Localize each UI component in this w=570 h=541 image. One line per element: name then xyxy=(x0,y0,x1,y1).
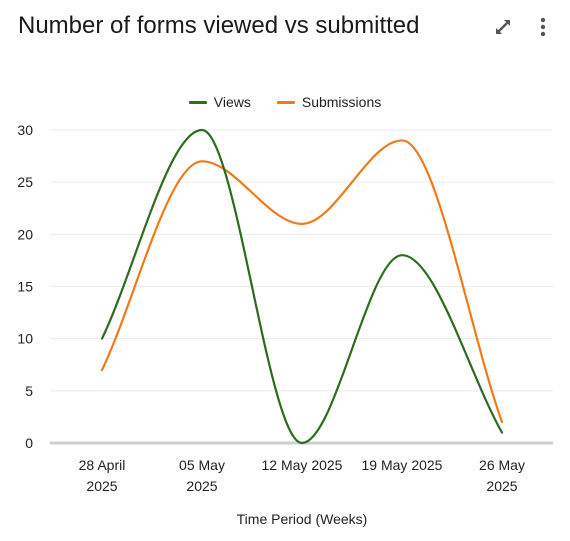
expand-icon[interactable] xyxy=(490,14,516,40)
legend-swatch-submissions xyxy=(276,100,295,104)
y-tick-label-10: 10 xyxy=(17,331,33,347)
header-actions xyxy=(490,14,556,40)
y-tick-label-5: 5 xyxy=(25,383,33,399)
y-tick-label-30: 30 xyxy=(17,122,33,138)
legend-label-views: Views xyxy=(213,94,251,110)
legend-swatch-views xyxy=(188,100,207,104)
x-tick-label-4: 26 May xyxy=(479,457,525,473)
legend-item-views[interactable]: Views xyxy=(188,94,251,110)
x-tick-label-4-line2: 2025 xyxy=(486,478,517,494)
y-tick-label-20: 20 xyxy=(17,226,33,242)
expand-diagonal-icon xyxy=(496,20,510,34)
chart-title: Number of forms viewed vs submitted xyxy=(18,12,420,39)
x-tick-label-1-line2: 2025 xyxy=(186,478,217,494)
y-tick-label-15: 15 xyxy=(17,279,33,295)
x-tick-label-1: 05 May xyxy=(179,457,225,473)
series-line-views xyxy=(100,128,504,445)
legend-label-submissions: Submissions xyxy=(301,94,382,110)
x-tick-label-0-line2: 2025 xyxy=(86,478,117,494)
legend-item-submissions[interactable]: Submissions xyxy=(276,94,382,110)
chart-legend: Views Submissions xyxy=(0,92,570,112)
x-tick-label-0: 28 April xyxy=(79,457,126,473)
x-tick-label-3: 19 May 2025 xyxy=(362,457,443,473)
x-axis-title: Time Period (Weeks) xyxy=(237,511,368,527)
series-line-submissions xyxy=(100,139,504,424)
x-tick-label-2: 12 May 2025 xyxy=(262,457,343,473)
y-tick-label-25: 25 xyxy=(17,174,33,190)
more-vertical-icon xyxy=(540,17,546,37)
card-header: Number of forms viewed vs submitted xyxy=(18,12,556,46)
more-options-icon[interactable] xyxy=(530,14,556,40)
y-tick-label-0: 0 xyxy=(25,435,33,451)
